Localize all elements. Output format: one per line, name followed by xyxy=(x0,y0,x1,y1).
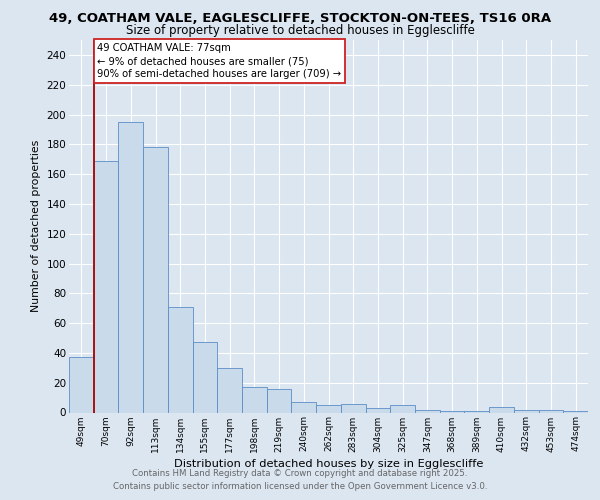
Text: 49, COATHAM VALE, EAGLESCLIFFE, STOCKTON-ON-TEES, TS16 0RA: 49, COATHAM VALE, EAGLESCLIFFE, STOCKTON… xyxy=(49,12,551,26)
Text: Contains HM Land Registry data © Crown copyright and database right 2025.
Contai: Contains HM Land Registry data © Crown c… xyxy=(113,470,487,491)
Bar xyxy=(464,411,489,412)
X-axis label: Distribution of detached houses by size in Egglescliffe: Distribution of detached houses by size … xyxy=(174,458,483,468)
Bar xyxy=(539,410,563,412)
Bar xyxy=(563,411,588,412)
Y-axis label: Number of detached properties: Number of detached properties xyxy=(31,140,41,312)
Bar xyxy=(193,342,217,412)
Bar xyxy=(267,388,292,412)
Bar xyxy=(341,404,365,412)
Bar xyxy=(440,411,464,412)
Bar xyxy=(118,122,143,412)
Bar xyxy=(292,402,316,412)
Bar xyxy=(390,405,415,412)
Bar xyxy=(514,410,539,412)
Bar xyxy=(242,387,267,412)
Bar xyxy=(69,358,94,412)
Bar xyxy=(489,406,514,412)
Text: 49 COATHAM VALE: 77sqm
← 9% of detached houses are smaller (75)
90% of semi-deta: 49 COATHAM VALE: 77sqm ← 9% of detached … xyxy=(97,43,341,80)
Bar xyxy=(94,160,118,412)
Bar xyxy=(217,368,242,412)
Bar xyxy=(143,148,168,412)
Text: Size of property relative to detached houses in Egglescliffe: Size of property relative to detached ho… xyxy=(125,24,475,37)
Bar xyxy=(168,306,193,412)
Bar xyxy=(316,405,341,412)
Bar xyxy=(365,408,390,412)
Bar xyxy=(415,410,440,412)
